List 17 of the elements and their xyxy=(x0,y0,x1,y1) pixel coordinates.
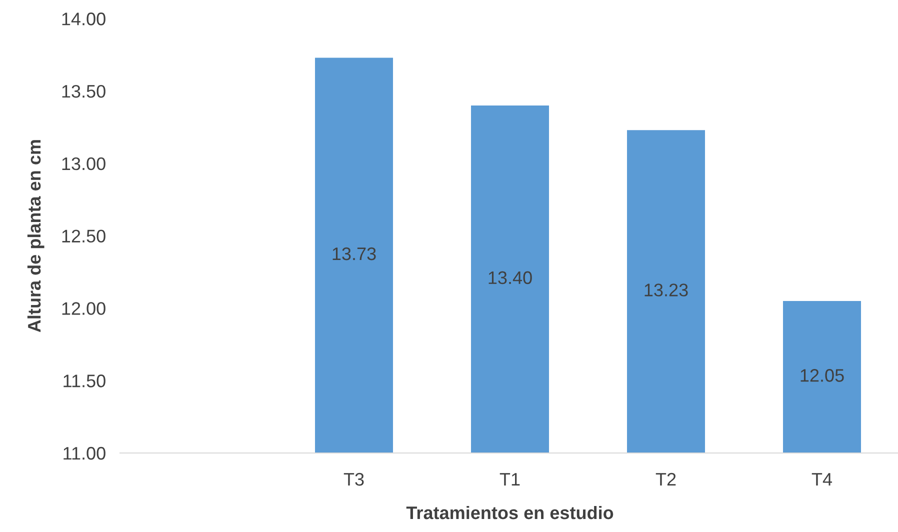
y-tick-label: 11.00 xyxy=(64,446,106,460)
data-label: 13.23 xyxy=(644,284,688,296)
y-tick-label: 14.00 xyxy=(62,12,106,26)
y-tick-label: 13.50 xyxy=(62,84,106,98)
data-label: 13.73 xyxy=(332,247,376,260)
data-label: 12.05 xyxy=(800,369,844,382)
y-axis-title: Altura de planta en cm xyxy=(27,140,44,332)
x-tick-label: T1 xyxy=(500,473,520,486)
x-tick-label: T3 xyxy=(344,472,364,486)
y-tick-label: 12.50 xyxy=(62,230,106,243)
y-tick-label: 12.00 xyxy=(62,302,106,315)
y-tick-label: 11.50 xyxy=(64,374,106,388)
x-tick-label: T2 xyxy=(656,472,676,486)
data-label: 13.40 xyxy=(488,271,532,284)
y-tick-label: 13.00 xyxy=(62,157,106,170)
x-tick-label: T4 xyxy=(812,473,832,486)
x-axis-title: Tratamientos en estudio xyxy=(406,506,614,520)
